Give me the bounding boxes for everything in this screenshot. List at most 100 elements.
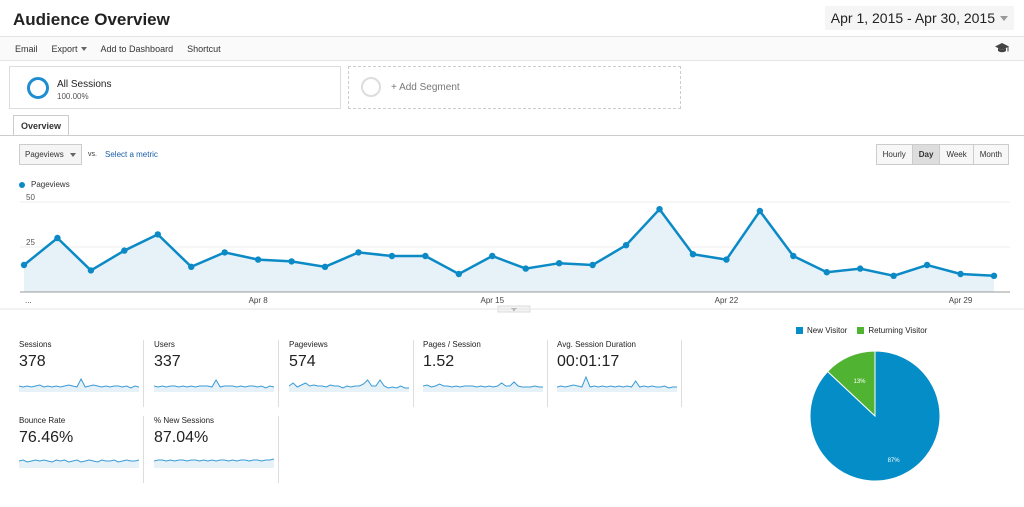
pie-legend: New Visitor Returning Visitor	[796, 326, 927, 335]
metric-select-value: Pageviews	[25, 150, 64, 159]
export-label: Export	[51, 43, 78, 54]
data-point[interactable]	[154, 231, 161, 238]
scorecard-label: Pages / Session	[423, 340, 481, 349]
data-point[interactable]	[823, 269, 830, 276]
pie-legend-item-new: New Visitor	[796, 326, 847, 335]
add-to-dashboard-button[interactable]: Add to Dashboard	[100, 43, 174, 54]
granularity-toggle: Hourly Day Week Month	[875, 144, 1009, 165]
sparkline-line	[19, 377, 139, 389]
data-point[interactable]	[990, 272, 998, 279]
scorecard-avg-session-duration[interactable]: Avg. Session Duration 00:01:17	[557, 340, 682, 407]
sparkline-line	[423, 381, 543, 388]
toolbar: Email Export Add to Dashboard Shortcut	[0, 36, 1024, 61]
data-point[interactable]	[522, 265, 529, 272]
scorecard-pages-session[interactable]: Pages / Session 1.52	[423, 340, 548, 407]
shortcut-button[interactable]: Shortcut	[187, 43, 221, 54]
page-title: Audience Overview	[13, 10, 170, 29]
tab-divider	[0, 135, 1024, 136]
chart-legend-label: Pageviews	[31, 180, 70, 189]
x-tick-label: Apr 22	[715, 296, 739, 305]
tab-overview[interactable]: Overview	[13, 115, 69, 136]
data-point[interactable]	[790, 252, 797, 260]
data-point[interactable]	[254, 256, 262, 263]
data-point[interactable]	[957, 270, 964, 278]
data-point[interactable]	[489, 252, 496, 260]
visitor-pie-chart: 87% 13%	[809, 350, 941, 482]
segment-ring-icon	[27, 77, 49, 99]
sparkline	[557, 376, 677, 392]
scorecard-value: 1.52	[423, 353, 455, 370]
date-range-label: Apr 1, 2015 - Apr 30, 2015	[830, 10, 995, 26]
data-point[interactable]	[857, 265, 864, 272]
segment-percentage: 100.00%	[57, 92, 89, 101]
scorecard-value: 378	[19, 353, 46, 370]
data-point[interactable]	[656, 206, 663, 213]
data-point[interactable]	[355, 249, 362, 256]
sparkline-line	[154, 379, 274, 389]
scorecard-users[interactable]: Users 337	[154, 340, 279, 407]
sparkline-line	[19, 459, 139, 463]
data-point[interactable]	[923, 261, 931, 269]
data-point[interactable]	[455, 270, 463, 278]
y-tick-label: 25	[26, 238, 35, 247]
x-tick-label: ...	[25, 296, 32, 305]
data-point[interactable]	[622, 242, 630, 249]
data-point[interactable]	[87, 267, 95, 274]
scorecard-label: Bounce Rate	[19, 416, 66, 425]
data-point[interactable]	[221, 249, 228, 256]
sparkline-area	[19, 379, 139, 392]
scorecard-bounce-rate[interactable]: Bounce Rate 76.46%	[19, 416, 144, 483]
date-range-picker[interactable]: Apr 1, 2015 - Apr 30, 2015	[824, 6, 1014, 30]
area-fill	[24, 209, 994, 292]
segment-placeholder-icon	[361, 77, 381, 97]
sparkline-line	[289, 379, 409, 389]
chevron-down-icon	[80, 47, 87, 52]
data-point[interactable]	[388, 252, 396, 260]
data-point[interactable]	[689, 251, 697, 258]
data-point[interactable]	[321, 263, 329, 270]
sparkline	[289, 379, 409, 392]
select-a-metric-link[interactable]: Select a metric	[105, 150, 158, 159]
segment-all-sessions[interactable]: All Sessions 100.00%	[9, 66, 341, 109]
graduation-cap-icon[interactable]	[995, 42, 1009, 54]
data-point[interactable]	[589, 261, 596, 269]
scorecard--new-sessions[interactable]: % New Sessions 87.04%	[154, 416, 279, 483]
metric-select[interactable]: Pageviews	[19, 144, 82, 165]
granularity-month-button[interactable]: Month	[972, 145, 1008, 164]
returning-visitor-swatch	[857, 327, 865, 334]
new-visitor-swatch	[796, 327, 803, 334]
granularity-hourly-button[interactable]: Hourly	[876, 145, 912, 164]
data-point[interactable]	[20, 261, 28, 269]
scorecard-value: 00:01:17	[557, 353, 620, 370]
data-point[interactable]	[188, 263, 195, 270]
data-point[interactable]	[555, 260, 563, 267]
pie-slice-1[interactable]	[826, 350, 876, 418]
data-point[interactable]	[756, 207, 764, 215]
data-point[interactable]	[723, 256, 730, 263]
scorecard-label: % New Sessions	[154, 416, 215, 425]
scorecard-value: 574	[289, 353, 316, 370]
export-button[interactable]: Export	[52, 44, 87, 54]
sparkline-area	[19, 460, 139, 468]
granularity-day-button[interactable]: Day	[911, 145, 940, 164]
email-button[interactable]: Email	[15, 43, 38, 54]
data-point[interactable]	[288, 258, 295, 265]
sparkline	[154, 379, 274, 392]
scorecard-sessions[interactable]: Sessions 378	[19, 340, 144, 407]
data-point[interactable]	[54, 234, 61, 242]
scorecard-pageviews[interactable]: Pageviews 574	[289, 340, 414, 407]
sparkline-area	[557, 377, 677, 392]
add-segment-label: + Add Segment	[391, 82, 460, 93]
granularity-week-button[interactable]: Week	[939, 145, 973, 164]
scorecard-label: Avg. Session Duration	[557, 340, 637, 349]
sparkline-line	[154, 458, 274, 462]
series-dot-icon	[19, 181, 25, 188]
data-point[interactable]	[422, 252, 429, 260]
data-point[interactable]	[121, 247, 128, 254]
sparkline	[19, 377, 139, 392]
pie-slice-label: 87%	[888, 458, 901, 464]
data-point[interactable]	[890, 272, 897, 279]
add-segment-button[interactable]: + Add Segment	[348, 66, 681, 109]
sparkline	[423, 381, 543, 392]
